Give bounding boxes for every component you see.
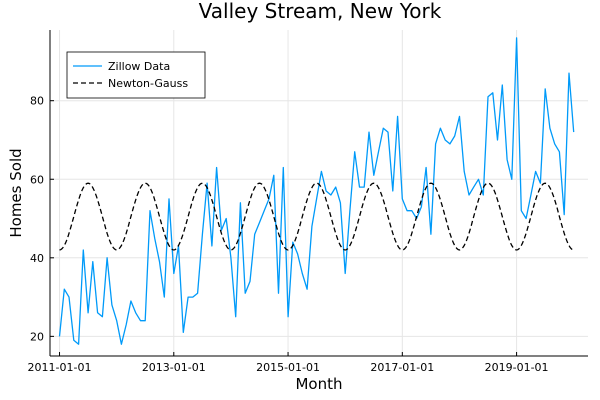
legend-box bbox=[66, 51, 206, 99]
series-line-zillow-data bbox=[58, 37, 575, 345]
y-tick-label: 40 bbox=[30, 252, 44, 265]
x-tick-label: 2019-01-01 bbox=[485, 361, 549, 374]
y-tick-label: 20 bbox=[30, 330, 44, 343]
series-group bbox=[58, 37, 575, 345]
y-ticks: 20 40 60 80 bbox=[30, 95, 54, 343]
x-tick-label: 2011-01-01 bbox=[28, 361, 92, 374]
y-axis-label: Homes Sold bbox=[7, 148, 25, 237]
legend-label-newton-gauss: Newton-Gauss bbox=[108, 77, 188, 90]
y-tick-label: 60 bbox=[30, 173, 44, 186]
legend: Zillow Data Newton-Gauss bbox=[66, 51, 206, 99]
gridlines bbox=[50, 30, 588, 356]
x-ticks: 2011-01-01 2013-01-01 2015-01-01 2017-01-01… bbox=[28, 352, 549, 374]
x-tick-label: 2015-01-01 bbox=[256, 361, 320, 374]
x-tick-label: 2017-01-01 bbox=[370, 361, 434, 374]
x-axis-label: Month bbox=[295, 375, 342, 393]
legend-label-zillow: Zillow Data bbox=[108, 60, 170, 73]
y-tick-label: 80 bbox=[30, 95, 44, 108]
chart-title: Valley Stream, New York bbox=[199, 0, 442, 23]
x-tick-label: 2013-01-01 bbox=[142, 361, 206, 374]
